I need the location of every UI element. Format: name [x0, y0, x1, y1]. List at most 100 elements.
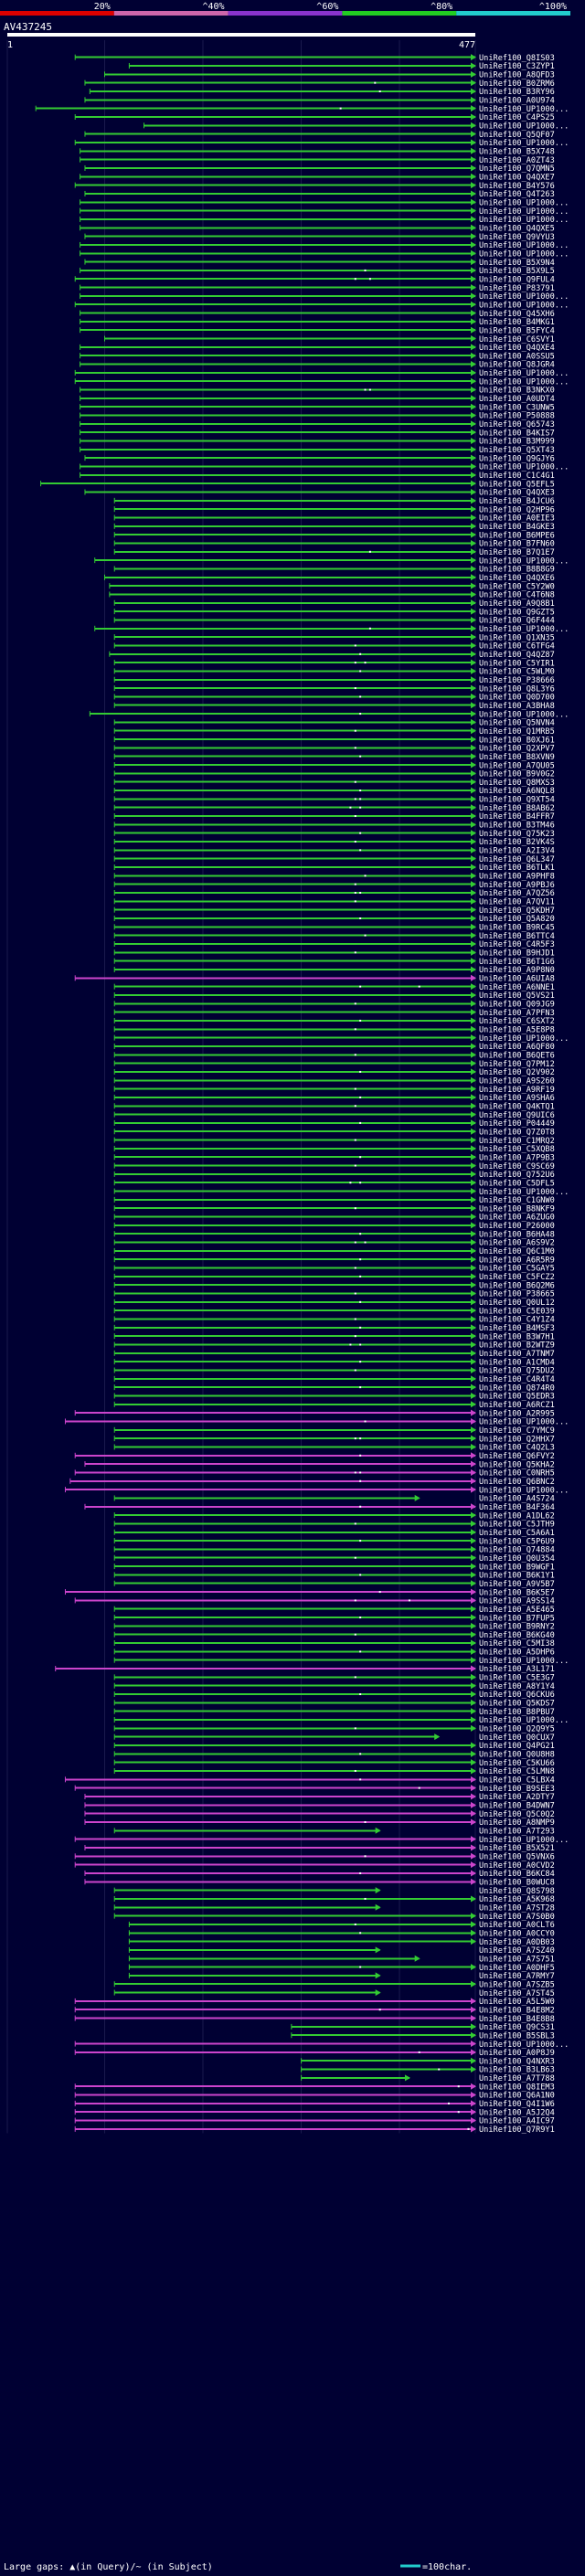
- hit-row[interactable]: UniRef100_C5LBX4: [64, 1776, 555, 1786]
- hit-row[interactable]: UniRef100_Q5XT43: [80, 446, 555, 455]
- hit-row[interactable]: UniRef100_Q09JG9: [113, 1000, 555, 1009]
- hit-row[interactable]: UniRef100_A8NMP9: [84, 1818, 555, 1828]
- hit-row[interactable]: UniRef100_A7SZ40: [128, 1946, 555, 1956]
- hit-label[interactable]: UniRef100_A9PHF8: [479, 873, 555, 882]
- hit-row[interactable]: UniRef100_Q6L347: [113, 855, 555, 864]
- hit-label[interactable]: UniRef100_C3ZYP1: [479, 62, 555, 71]
- hit-row[interactable]: UniRef100_Q4QXE3: [84, 489, 555, 498]
- hit-row[interactable]: UniRef100_Q8JGR4: [80, 361, 555, 370]
- hit-label[interactable]: UniRef100_Q4QXE5: [479, 224, 555, 233]
- hit-row[interactable]: UniRef100_B5X748: [80, 147, 555, 156]
- hit-label[interactable]: UniRef100_Q5EFL5: [479, 480, 555, 489]
- hit-row[interactable]: UniRef100_A7S751: [128, 1955, 555, 1964]
- hit-label[interactable]: UniRef100_UP1000...: [479, 377, 569, 387]
- hit-label[interactable]: UniRef100_A5E8P8: [479, 1025, 555, 1034]
- hit-row[interactable]: UniRef100_A7QU05: [113, 761, 555, 770]
- hit-row[interactable]: UniRef100_A8Y1Y4: [113, 1682, 555, 1691]
- hit-row[interactable]: UniRef100_Q75DU2: [113, 1367, 555, 1376]
- hit-row[interactable]: UniRef100_Q6BNC2: [69, 1478, 555, 1487]
- hit-label[interactable]: UniRef100_C5JTH9: [479, 1521, 555, 1530]
- hit-row[interactable]: UniRef100_B5FYC4: [80, 326, 555, 335]
- hit-row[interactable]: UniRef100_Q4NXR3: [301, 2057, 555, 2066]
- hit-row[interactable]: UniRef100_B5X9N4: [84, 259, 555, 268]
- hit-label[interactable]: UniRef100_A7P9B3: [479, 1153, 555, 1162]
- hit-label[interactable]: UniRef100_B3W7H1: [479, 1332, 555, 1341]
- hit-label[interactable]: UniRef100_Q2XPV7: [479, 745, 555, 754]
- hit-row[interactable]: UniRef100_B6TTC4: [113, 932, 555, 941]
- hit-label[interactable]: UniRef100_A0CCY0: [479, 1929, 555, 1938]
- hit-label[interactable]: UniRef100_B8PBU7: [479, 1708, 555, 1717]
- hit-row[interactable]: UniRef100_Q4QXE5: [80, 224, 555, 233]
- hit-row[interactable]: UniRef100_A6RCZ1: [113, 1401, 555, 1410]
- hit-row[interactable]: UniRef100_Q0UL12: [113, 1299, 555, 1308]
- hit-label[interactable]: UniRef100_A4S724: [479, 1495, 555, 1504]
- hit-label[interactable]: UniRef100_A8QFD3: [479, 71, 555, 80]
- hit-label[interactable]: UniRef100_Q8IEM3: [479, 2083, 555, 2092]
- hit-label[interactable]: UniRef100_A7S0B0: [479, 1913, 555, 1922]
- hit-label[interactable]: UniRef100_B3TM46: [479, 822, 555, 831]
- hit-label[interactable]: UniRef100_UP1000...: [479, 105, 569, 114]
- hit-label[interactable]: UniRef100_A6UIA8: [479, 975, 555, 984]
- hit-label[interactable]: UniRef100_Q8IS03: [479, 54, 555, 63]
- hit-row[interactable]: UniRef100_Q4T263: [84, 190, 555, 199]
- hit-row[interactable]: UniRef100_A9PBJ6: [113, 881, 555, 890]
- hit-row[interactable]: UniRef100_B9RC45: [113, 924, 555, 933]
- hit-label[interactable]: UniRef100_Q4QXE3: [479, 489, 555, 498]
- hit-label[interactable]: UniRef100_B5X9N4: [479, 259, 555, 268]
- hit-row[interactable]: UniRef100_C5KU66: [113, 1759, 555, 1768]
- hit-label[interactable]: UniRef100_A0CLT6: [479, 1921, 555, 1930]
- hit-row[interactable]: UniRef100_Q7Z0T8: [113, 1128, 555, 1137]
- hit-row[interactable]: UniRef100_B5SBL3: [291, 2031, 555, 2041]
- hit-label[interactable]: UniRef100_Q8S798: [479, 1887, 555, 1896]
- hit-label[interactable]: UniRef100_B5X521: [479, 1844, 555, 1853]
- hit-row[interactable]: UniRef100_C5E3G7: [113, 1674, 555, 1683]
- hit-label[interactable]: UniRef100_Q7PM12: [479, 1060, 555, 1069]
- hit-row[interactable]: UniRef100_UP1000...: [113, 1034, 569, 1044]
- hit-label[interactable]: UniRef100_A2I3V4: [479, 847, 555, 856]
- hit-label[interactable]: UniRef100_UP1000...: [479, 463, 569, 472]
- hit-row[interactable]: UniRef100_B8B8G9: [113, 566, 555, 575]
- hit-label[interactable]: UniRef100_Q4QZ87: [479, 651, 555, 660]
- hit-label[interactable]: UniRef100_A5K968: [479, 1895, 555, 1904]
- hit-label[interactable]: UniRef100_Q5EDR3: [479, 1393, 555, 1402]
- hit-row[interactable]: UniRef100_Q4QXE7: [80, 173, 555, 182]
- hit-row[interactable]: UniRef100_Q4QXE4: [80, 344, 555, 353]
- hit-row[interactable]: UniRef100_Q8IEM3: [74, 2083, 555, 2092]
- hit-row[interactable]: UniRef100_B0XJ61: [113, 736, 555, 745]
- hit-label[interactable]: UniRef100_Q9XT54: [479, 796, 555, 805]
- hit-row[interactable]: UniRef100_Q9FUL4: [74, 275, 555, 284]
- hit-label[interactable]: UniRef100_A6R5R9: [479, 1256, 555, 1265]
- hit-row[interactable]: UniRef100_C4Y1Z4: [113, 1316, 555, 1325]
- hit-row[interactable]: UniRef100_B6T1G6: [113, 958, 555, 967]
- hit-label[interactable]: UniRef100_A6NNE1: [479, 983, 555, 992]
- hit-row[interactable]: UniRef100_B3NKX0: [80, 387, 555, 396]
- hit-label[interactable]: UniRef100_A7ST28: [479, 1903, 555, 1913]
- hit-row[interactable]: UniRef100_B6TLK1: [113, 864, 555, 873]
- hit-row[interactable]: UniRef100_A0EIE3: [113, 514, 555, 524]
- hit-label[interactable]: UniRef100_Q0UL12: [479, 1299, 555, 1308]
- hit-label[interactable]: UniRef100_UP1000...: [479, 216, 569, 225]
- hit-row[interactable]: UniRef100_P83791: [80, 284, 555, 293]
- hit-row[interactable]: UniRef100_Q4KTQ1: [113, 1102, 555, 1111]
- hit-label[interactable]: UniRef100_C5LBX4: [479, 1776, 555, 1786]
- hit-row[interactable]: UniRef100_Q5KDH7: [113, 906, 555, 916]
- hit-label[interactable]: UniRef100_UP1000...: [479, 1188, 569, 1197]
- hit-label[interactable]: UniRef100_Q5KHA2: [479, 1460, 555, 1469]
- hit-label[interactable]: UniRef100_Q6L347: [479, 855, 555, 864]
- hit-label[interactable]: UniRef100_Q5VNX6: [479, 1852, 555, 1861]
- hit-row[interactable]: UniRef100_B6K1Y1: [113, 1572, 555, 1581]
- hit-label[interactable]: UniRef100_Q4QXE4: [479, 344, 555, 353]
- hit-row[interactable]: UniRef100_B3M999: [80, 438, 555, 447]
- hit-row[interactable]: UniRef100_C5MI38: [113, 1639, 555, 1648]
- hit-label[interactable]: UniRef100_B4JCU6: [479, 497, 555, 506]
- hit-row[interactable]: UniRef100_Q4QXE6: [103, 574, 555, 583]
- hit-row[interactable]: UniRef100_Q6A1N0: [74, 2092, 555, 2101]
- hit-label[interactable]: UniRef100_Q8L3Y6: [479, 684, 555, 694]
- hit-label[interactable]: UniRef100_Q6CKU6: [479, 1691, 555, 1700]
- hit-row[interactable]: UniRef100_A7TNM7: [113, 1350, 555, 1359]
- hit-row[interactable]: UniRef100_C5XQB8: [113, 1145, 555, 1154]
- hit-label[interactable]: UniRef100_B9HJD1: [479, 949, 555, 959]
- hit-row[interactable]: UniRef100_C5P6U9: [113, 1537, 555, 1546]
- hit-label[interactable]: UniRef100_C5Y2W0: [479, 582, 555, 591]
- hit-row[interactable]: UniRef100_A2I3V4: [113, 847, 555, 856]
